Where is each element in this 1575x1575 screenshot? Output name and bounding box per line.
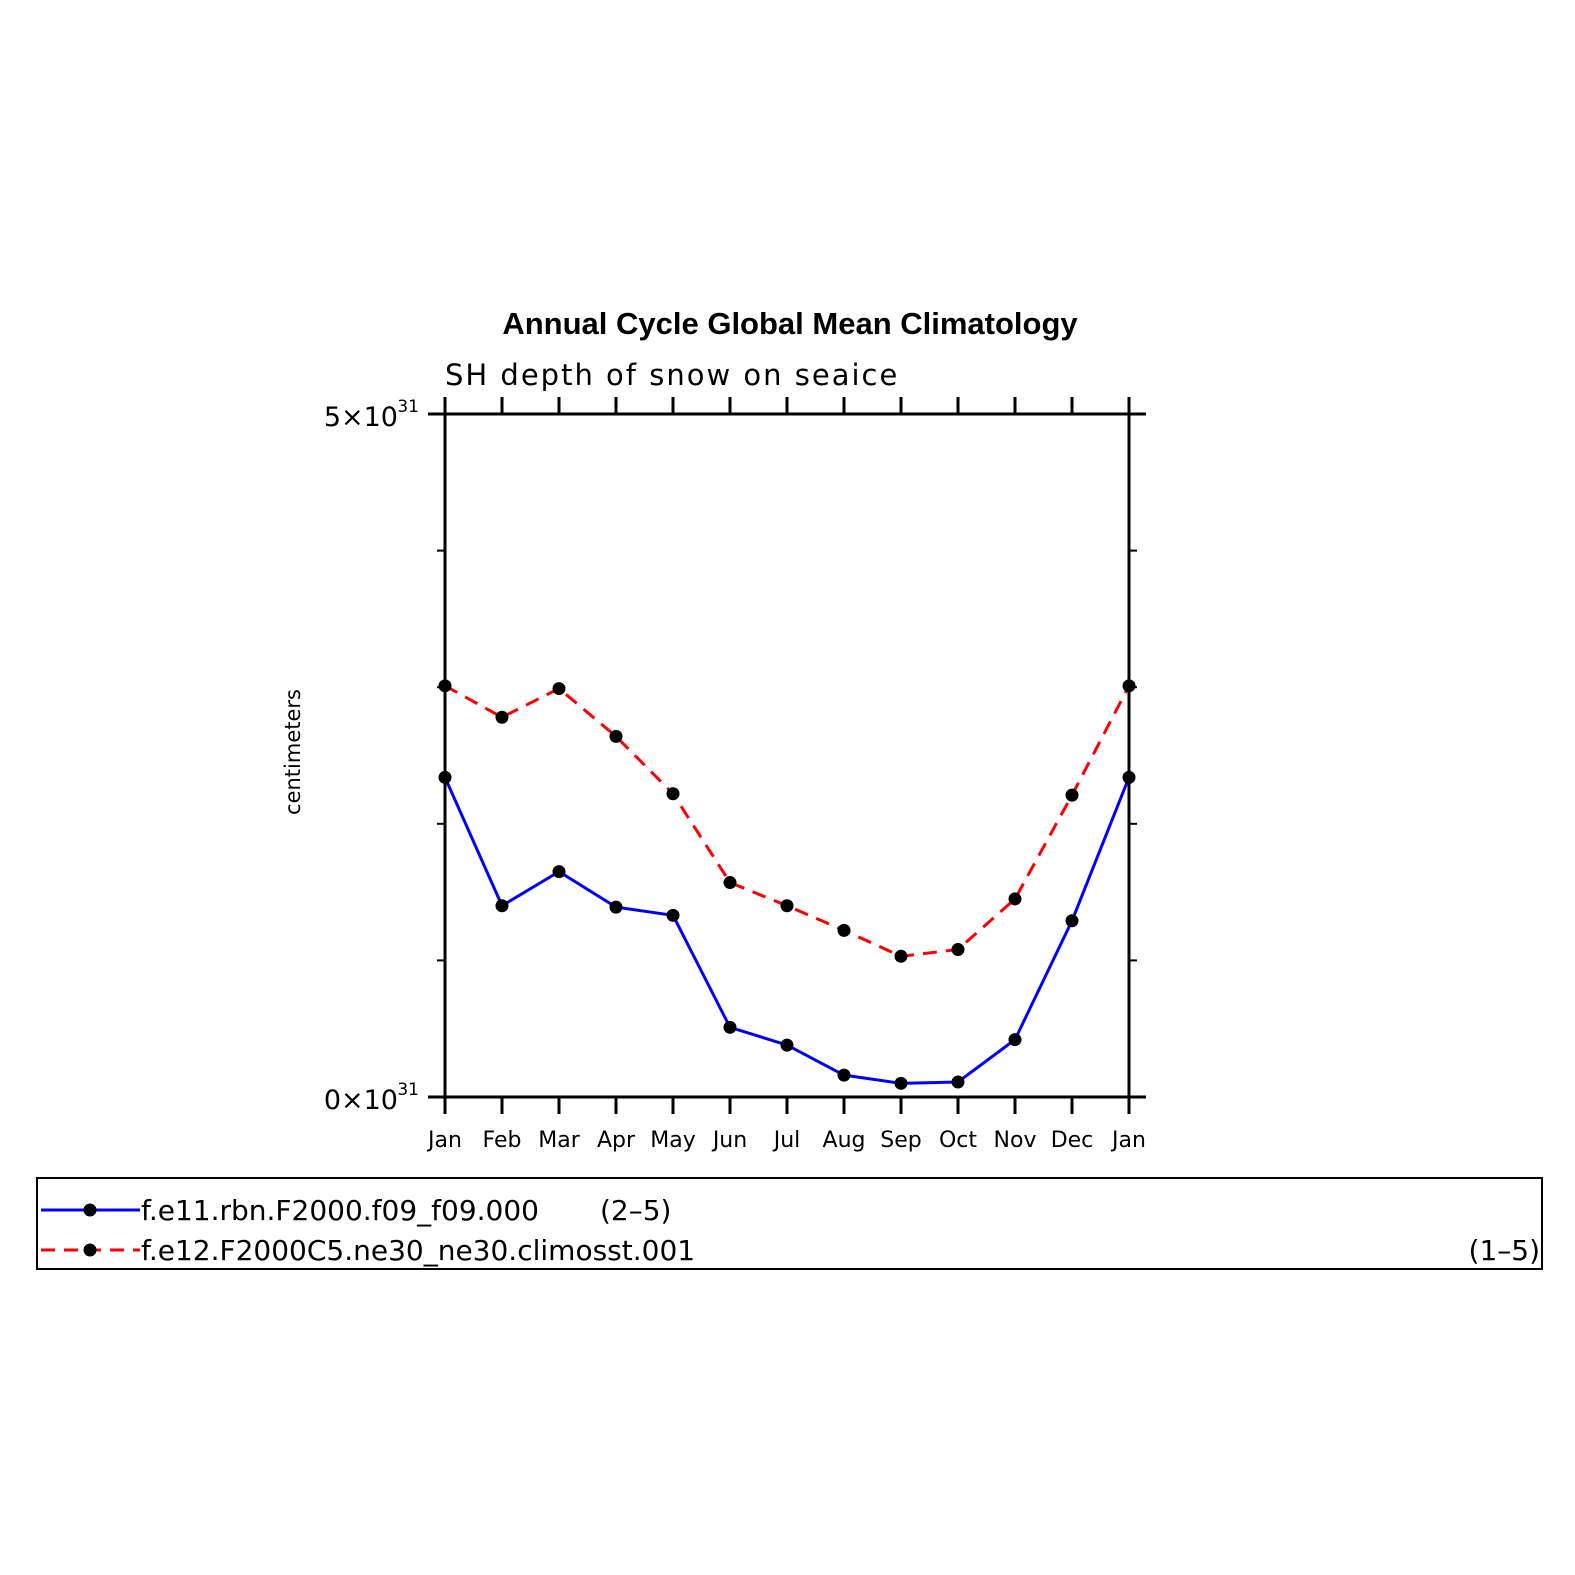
data-point [723, 876, 737, 890]
y-tick-exponent: 31 [397, 397, 419, 417]
legend: f.e11.rbn.F2000.f09_f09.000 (2–5) f.e12.F2… [41, 1194, 1540, 1267]
data-point [1065, 914, 1079, 928]
x-tick-label: Jan [1110, 1128, 1146, 1153]
data-point [1122, 679, 1136, 693]
data-point [666, 908, 680, 922]
data-point [837, 923, 851, 937]
x-tick-label: Aug [823, 1128, 866, 1153]
data-point [951, 942, 965, 956]
x-tick-label: Jan [426, 1128, 462, 1153]
data-point [894, 1076, 908, 1090]
y-tick-label: 0×10 [324, 1085, 398, 1116]
data-point [438, 770, 452, 784]
x-tick-label: Mar [538, 1128, 580, 1153]
x-tick-label: Jul [772, 1128, 801, 1153]
legend-marker [83, 1243, 97, 1257]
data-point [1008, 892, 1022, 906]
y-tick-label: 5×10 [324, 402, 398, 433]
series-line-2 [444, 684, 1131, 958]
chart-title: Annual Cycle Global Mean Climatology [502, 306, 1078, 341]
x-tick-label: Jun [711, 1128, 747, 1153]
legend-series-name: f.e11.rbn.F2000.f09_f09.000 [141, 1194, 539, 1227]
data-point [495, 710, 509, 724]
series-line-1 [443, 776, 1131, 1085]
data-point [609, 900, 623, 914]
data-point [438, 679, 452, 693]
data-point [1008, 1033, 1022, 1047]
data-point [1122, 770, 1136, 784]
data-point [609, 729, 623, 743]
data-point [951, 1075, 965, 1089]
x-tick-label: Oct [939, 1128, 977, 1153]
data-point [780, 899, 794, 913]
data-point [894, 949, 908, 963]
legend-box [36, 1177, 1543, 1270]
chart-subtitle: SH depth of snow on seaice [445, 358, 899, 392]
x-tick-label: Nov [994, 1128, 1037, 1153]
x-tick-label: Feb [483, 1128, 522, 1153]
y-axis-label: centimeters [281, 689, 305, 815]
x-tick-labels: Jan Feb Mar Apr May Jun Jul Aug Sep Oct Nov Dec Jan [426, 1128, 1146, 1153]
x-tick-label: Dec [1051, 1128, 1094, 1153]
data-point [552, 682, 566, 696]
series-markers [438, 679, 1136, 1090]
legend-series-count: (1–5) [1469, 1234, 1540, 1267]
legend-marker [83, 1203, 97, 1217]
legend-series-count: (2–5) [600, 1194, 671, 1227]
y-tick-exponent: 31 [397, 1080, 419, 1100]
x-tick-label: Sep [880, 1128, 921, 1153]
data-point [780, 1038, 794, 1052]
data-point [666, 787, 680, 801]
x-tick-label: May [650, 1128, 695, 1153]
series-lines [443, 684, 1131, 1085]
axis-ticks [428, 397, 1146, 1114]
data-point [723, 1020, 737, 1034]
data-point [552, 865, 566, 879]
x-tick-label: Apr [597, 1128, 636, 1153]
plot-frame [443, 412, 1131, 1099]
data-point [495, 899, 509, 913]
data-point [1065, 788, 1079, 802]
legend-series-name: f.e12.F2000C5.ne30_ne30.climosst.001 [141, 1234, 695, 1267]
data-point [837, 1068, 851, 1082]
